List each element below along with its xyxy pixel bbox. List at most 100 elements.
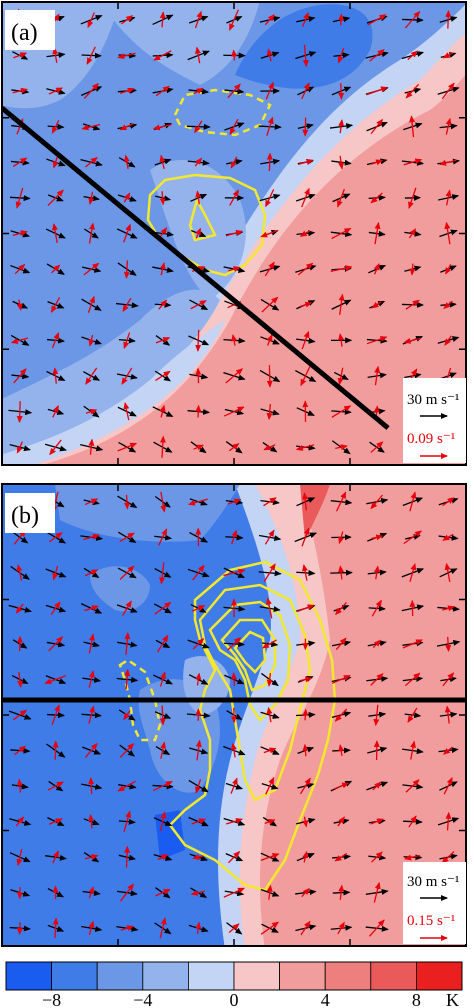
panel-b-vorticity-vector	[124, 668, 131, 690]
panel-b-vorticity-vector	[47, 781, 64, 791]
panel-a-vorticity-vector	[119, 123, 134, 131]
panel-b-contour-5	[233, 630, 267, 674]
panel-a-vorticity-vector	[229, 9, 239, 31]
panel-a-vorticity-vector	[117, 442, 138, 452]
panel-a-vorticity-vector	[366, 86, 388, 96]
panel-b-vorticity-vector	[370, 494, 383, 510]
panel-a-vorticity-vector	[195, 227, 201, 239]
panel-b-vorticity-vector	[407, 707, 418, 723]
panel-b-vorticity-vector	[13, 709, 27, 721]
panel-a-vorticity-vector	[229, 189, 239, 206]
panel-b-vector-field	[8, 491, 461, 939]
panel-b-vorticity-vector	[191, 818, 207, 825]
panel-b-vorticity-vector	[335, 601, 347, 616]
panel-a-vorticity-vector	[227, 83, 241, 99]
colorbar: −8 −4 0 4 8 K	[5, 961, 463, 1008]
panel-b-vorticity-vector	[120, 883, 134, 902]
panel-b-vorticity-vector	[158, 528, 168, 546]
colorbar-swatch	[142, 961, 189, 991]
colorbar-swatch	[233, 961, 280, 991]
panel-b-vorticity-vector	[265, 776, 275, 795]
panel-a-vorticity-vector	[443, 300, 453, 309]
panel-a-vorticity-vector	[263, 444, 276, 451]
panel-b-vorticity-vector	[442, 497, 455, 507]
panel-a-vorticity-vector	[195, 46, 201, 64]
panel-a-vorticity-vector	[51, 264, 61, 274]
panel-b-vorticity-vector	[154, 601, 172, 615]
panel-a-vorticity-vector	[337, 188, 346, 208]
panel-b-vorticity-vector	[296, 604, 315, 613]
panel-b-vorticity-vector	[338, 531, 344, 545]
panel-b-vorticity-vector	[442, 672, 455, 687]
panel-b-vorticity-vector	[119, 743, 135, 758]
panel-b-vorticity-vector	[337, 816, 345, 827]
panel-a-vorticity-vector	[152, 123, 172, 131]
panel-b-vorticity-vector	[445, 636, 452, 653]
panel-b-vorticity-vector	[192, 564, 205, 581]
panel-b-vorticity-vector	[266, 706, 273, 723]
panel-a-vorticity-vector	[51, 331, 60, 349]
panel-a-vorticity-vector	[264, 14, 275, 26]
colorbar-swatch	[51, 961, 98, 991]
panel-b-vorticity-vector	[302, 564, 308, 581]
panel-b-vorticity-vector	[403, 530, 422, 545]
panel-b-vorticity-vector	[16, 635, 23, 652]
panel-b-vorticity-vector	[370, 818, 384, 825]
panel-a-vorticity-vector	[408, 187, 417, 209]
panel-b-vorticity-vector	[338, 565, 344, 580]
panel-a-vorticity-vector	[300, 366, 311, 387]
panel-a-vorticity-vector	[374, 365, 381, 386]
panel-a-vorticity-vector	[301, 330, 310, 350]
panel-b-vorticity-vector	[159, 562, 166, 585]
panel-a-section-line	[2, 106, 390, 430]
panel-b-vorticity-vector	[84, 498, 99, 506]
panel-a-tick-marks	[2, 2, 466, 465]
panel-b-vorticity-vector	[405, 779, 420, 793]
panel-b-vorticity-vector	[371, 599, 382, 617]
panel-b-vorticity-vector	[227, 637, 242, 651]
colorbar-tick-labels: −8 −4 0 4 8	[42, 990, 421, 1008]
panel-a-vorticity-vector	[12, 87, 28, 94]
panel-b-vorticity-vector	[52, 740, 59, 760]
colorbar-swatch	[5, 961, 52, 991]
panel-b-vorticity-vector	[122, 600, 132, 616]
panel-a-vorticity-vector	[51, 120, 60, 134]
panel-b-vorticity-vector	[88, 670, 95, 688]
panel-a-vorticity-vector	[337, 48, 345, 64]
panel-b-vorticity-vector	[223, 568, 246, 577]
panel-a-vorticity-vector	[155, 337, 171, 344]
panel-b-vorticity-vector	[227, 498, 242, 505]
panel-b-vorticity-vector	[195, 739, 202, 761]
panel-a-vorticity-vector	[87, 295, 95, 313]
panel-a-vorticity-vector	[374, 221, 381, 245]
panel-a-vorticity-vector	[445, 9, 452, 29]
panel-b-vorticity-vector	[445, 811, 452, 831]
panel-b-vorticity-vector	[261, 639, 277, 649]
panel-a-vector-field	[8, 8, 460, 458]
panel-a-vorticity-vector	[231, 334, 238, 346]
colorbar-swatch	[279, 961, 326, 991]
panel-b-vorticity-vector	[16, 848, 23, 867]
panel-a-vorticity-vector	[195, 404, 202, 418]
panel-b-ref-wind-label: 30 m s⁻¹	[407, 874, 459, 890]
panel-a-vorticity-vector	[371, 301, 382, 309]
panel-a-vorticity-vector	[123, 223, 131, 243]
panel-a-vorticity-vector	[295, 444, 315, 451]
panel-a-vorticity-vector	[404, 10, 421, 29]
panel-a-vorticity-vector	[47, 189, 64, 206]
panel-a-vorticity-vector	[12, 157, 28, 167]
panel-b-vorticity-vector	[231, 529, 238, 545]
panel-a-vorticity-vector	[444, 221, 451, 245]
panel-b-vorticity-vector	[300, 920, 311, 936]
panel-b-vorticity-vector	[84, 569, 99, 577]
panel-a-vorticity-vector	[88, 334, 95, 347]
panel-a-vorticity-vector	[51, 223, 58, 243]
panel-b-vorticity-vector	[52, 565, 59, 581]
panel-a-vorticity-vector	[261, 296, 279, 313]
panel-b-vorticity-vector	[15, 603, 24, 614]
panel-b-vorticity-vector	[88, 777, 95, 795]
panel-a-vorticity-vector	[442, 52, 454, 59]
panel-a-vorticity-vector	[16, 299, 23, 311]
panel-a-vorticity-vector	[405, 299, 420, 310]
panel-b-vorticity-vector	[443, 746, 453, 755]
